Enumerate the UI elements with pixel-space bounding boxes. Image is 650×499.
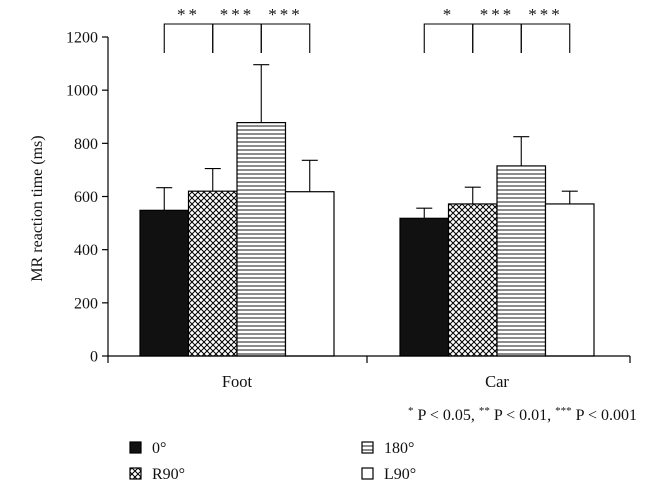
significance-label-4: ***: [480, 5, 515, 24]
significance-bracket-1: [212, 23, 262, 53]
y-tick-label-400: 400: [74, 242, 98, 259]
legend-label-0: 0°: [152, 440, 166, 457]
significance-bracket-3: [423, 23, 474, 53]
significance-label-1: ***: [220, 5, 255, 24]
footnote-sup-0: *: [408, 405, 414, 417]
footnote-text-0: P < 0.05,: [414, 407, 479, 424]
footnote-text-1: P < 0.01,: [490, 407, 555, 424]
legend-label-3: L90°: [384, 466, 416, 483]
significance-bracket-2: [260, 23, 311, 53]
significance-label-5: ***: [528, 5, 563, 24]
bar-car-1: [447, 203, 498, 357]
legend-label-1: R90°: [152, 466, 185, 483]
significance-label-2: ***: [268, 5, 303, 24]
bar-foot-0: [139, 209, 190, 357]
legend-label-2: 180°: [384, 440, 414, 457]
y-tick-label-1000: 1000: [66, 83, 98, 100]
footnote-text-2: P < 0.001: [572, 407, 637, 424]
footnote-sup-2: ***: [555, 405, 572, 417]
significance-bracket-5: [520, 23, 571, 53]
bar-foot-1: [187, 190, 238, 357]
x-tick-label-car: Car: [485, 372, 509, 391]
y-axis-label: MR reaction time (ms): [29, 135, 46, 281]
y-tick-label-0: 0: [90, 349, 98, 366]
bar-foot-2: [236, 121, 287, 357]
y-tick-label-1200: 1200: [66, 30, 98, 47]
significance-label-3: *: [443, 5, 455, 24]
significance-bracket-0: [163, 23, 214, 53]
bar-car-3: [544, 203, 595, 357]
legend-swatch-2: [361, 441, 374, 454]
significance-footnote: * P < 0.05, ** P < 0.01, *** P < 0.001: [408, 405, 637, 424]
y-tick-label-600: 600: [74, 189, 98, 206]
legend-swatch-1: [129, 467, 142, 480]
footnote-sup-1: **: [479, 405, 490, 417]
y-tick-label-800: 800: [74, 136, 98, 153]
bar-car-0: [399, 217, 450, 357]
significance-label-0: **: [177, 5, 200, 24]
y-tick-label-200: 200: [74, 295, 98, 312]
legend-swatch-0: [129, 441, 142, 454]
x-tick-label-foot: Foot: [222, 372, 253, 391]
legend-swatch-3: [361, 467, 374, 480]
significance-bracket-4: [472, 23, 522, 53]
bar-car-2: [496, 165, 547, 357]
bar-foot-3: [284, 191, 335, 357]
